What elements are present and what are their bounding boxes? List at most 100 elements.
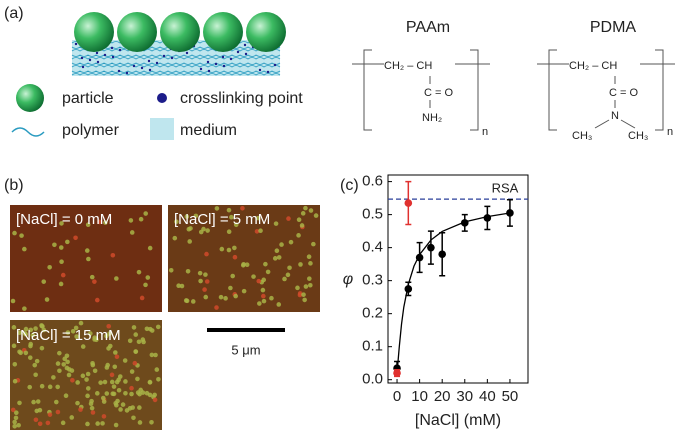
y-tick-label: 0.5: [362, 206, 383, 223]
crosslink: [155, 61, 159, 65]
particle-spot: [269, 295, 274, 301]
particle-spot: [95, 421, 100, 426]
particle-spot: [111, 384, 117, 389]
chem-text: NH₂: [422, 112, 442, 124]
particle-spot: [147, 380, 153, 385]
particle-spot: [90, 410, 96, 415]
particle-spot: [153, 352, 158, 358]
particle-spot: [139, 295, 145, 301]
image-label: [NaCl] = 0 mM: [16, 211, 112, 228]
data-point: [427, 243, 435, 252]
particle-spot: [263, 261, 268, 267]
particle-spot: [114, 276, 119, 281]
particle-spot: [143, 282, 148, 288]
particle: [117, 12, 157, 52]
y-tick-label: 0.0: [362, 371, 383, 388]
particle-spot: [198, 278, 203, 284]
x-tick-label: 30: [456, 388, 473, 405]
particle-spot: [261, 277, 267, 283]
crosslink: [103, 53, 107, 57]
particle-spot: [85, 393, 90, 399]
particle-spot: [103, 220, 108, 225]
particle-spot: [112, 364, 118, 370]
particle-spot: [58, 245, 64, 250]
particle-spot: [155, 324, 161, 330]
particle-spot: [41, 279, 47, 284]
y-tick-label: 0.6: [362, 173, 383, 190]
particle-spot: [113, 350, 118, 355]
particle-spot: [100, 395, 106, 401]
crosslink: [185, 51, 189, 55]
micrograph: [168, 205, 320, 312]
particle-spot: [311, 241, 316, 247]
crosslink: [96, 60, 100, 64]
particle-spot: [113, 422, 119, 428]
particle-spot: [88, 331, 93, 336]
particle-spot: [203, 272, 208, 277]
particle-spot: [131, 325, 137, 330]
crosslink: [110, 46, 114, 50]
legend-label: medium: [180, 122, 237, 139]
data-point: [404, 199, 413, 207]
particle-spot: [55, 409, 61, 415]
particle-spot: [95, 297, 100, 303]
y-tick-label: 0.3: [362, 272, 383, 289]
particle-spot: [100, 421, 105, 426]
particle-spot: [34, 358, 40, 364]
particle-spot: [254, 229, 260, 234]
particle-spot: [33, 417, 39, 423]
polymer-strand: [71, 54, 281, 57]
particle-spot: [244, 262, 250, 268]
particle-spot: [214, 206, 220, 211]
particle-spot: [143, 211, 149, 216]
particle-spot: [57, 368, 62, 374]
particle-spot: [144, 326, 150, 332]
particle-spot: [10, 298, 16, 304]
particle-spot: [128, 218, 134, 223]
particle-spot: [107, 331, 112, 336]
particle-spot: [92, 337, 97, 342]
crosslink-icon: [157, 93, 167, 103]
particle-spot: [272, 256, 278, 261]
particle-spot: [154, 367, 160, 372]
particle-spot: [202, 287, 207, 292]
particle-spot: [47, 384, 53, 390]
particle-spot: [308, 208, 314, 213]
particle-spot: [219, 246, 225, 252]
crosslink: [244, 52, 248, 56]
crosslink: [117, 69, 121, 73]
crosslink: [111, 55, 115, 59]
x-axis-label: [NaCl] (mM): [415, 412, 501, 429]
crosslink: [266, 70, 270, 74]
particle-spot: [308, 282, 313, 288]
crosslink: [147, 59, 151, 63]
particle-spot: [13, 410, 19, 416]
chem-text: C = O: [609, 87, 638, 99]
particle-spot: [60, 272, 66, 278]
particle-spot: [176, 283, 181, 289]
particle-spot: [123, 390, 128, 396]
particle-spot: [131, 415, 136, 421]
particle-spot: [17, 349, 22, 355]
particle-spot: [137, 405, 142, 410]
particle-spot: [97, 219, 102, 225]
particle-spot: [28, 327, 34, 333]
particle-spot: [80, 373, 86, 379]
particle-spot: [11, 343, 17, 349]
particle-spot: [286, 216, 291, 221]
particle-spot: [261, 298, 267, 304]
legend-label: polymer: [62, 122, 120, 139]
particle-spot: [35, 399, 41, 404]
particle-spot: [282, 276, 287, 282]
particle-spot: [133, 349, 139, 354]
particle-spot: [66, 372, 72, 378]
particle: [246, 12, 286, 52]
particle-spot: [102, 379, 108, 385]
particle-spot: [110, 391, 116, 396]
crosslink: [258, 68, 262, 72]
particle-spot: [31, 399, 36, 405]
particle-spot: [105, 362, 110, 368]
data-point: [415, 253, 424, 262]
particle-spot: [149, 352, 155, 358]
